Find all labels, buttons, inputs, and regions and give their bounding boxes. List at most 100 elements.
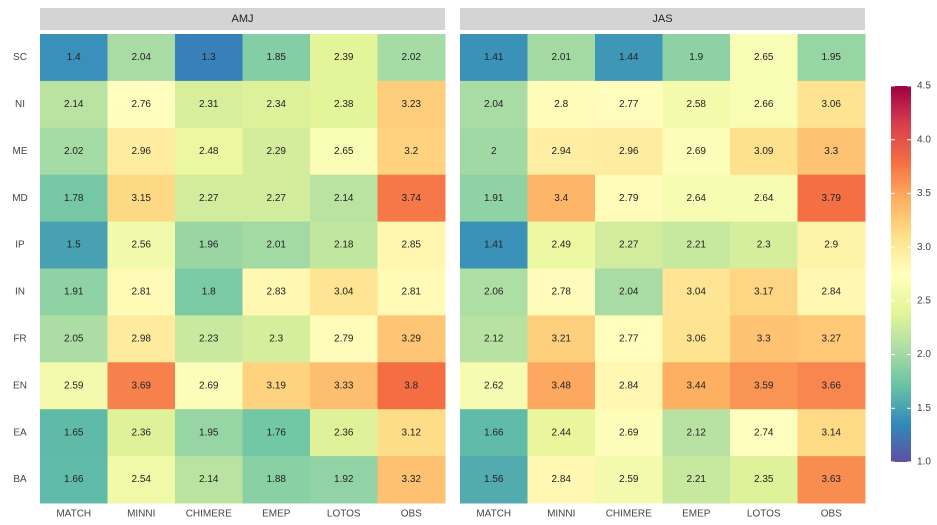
heat-cell	[242, 127, 311, 176]
cell-label: 2	[491, 146, 497, 157]
heat-cell	[730, 409, 798, 457]
heat-cell	[797, 456, 866, 504]
heat-cell	[40, 80, 108, 129]
heat-cell	[175, 456, 243, 504]
heat-cell	[175, 80, 243, 129]
colorbar	[891, 86, 911, 462]
heat-cell	[377, 268, 446, 316]
heat-cell	[242, 34, 311, 82]
cell-label: 3.12	[402, 427, 422, 438]
y-tick-label: BA	[13, 474, 27, 485]
heat-cell	[377, 221, 446, 269]
cell-label: 3.69	[132, 380, 152, 391]
heat-cell	[527, 80, 596, 129]
cell-label: 1.66	[484, 427, 504, 438]
cell-label: 2.54	[132, 474, 152, 485]
heat-cell	[107, 80, 176, 129]
cell-label: 2.14	[199, 474, 219, 485]
cell-label: 2.78	[552, 287, 572, 298]
heat-cell	[40, 362, 108, 410]
heat-cell	[595, 34, 663, 82]
x-tick-label: CHIMERE	[186, 509, 232, 520]
panel-title: AMJ	[232, 13, 254, 25]
cell-label: 2.59	[619, 474, 639, 485]
heat-cell	[730, 315, 798, 363]
heat-cell	[595, 174, 663, 223]
cell-label: 3.3	[824, 146, 838, 157]
y-tick-label: FR	[13, 333, 26, 344]
heat-cell	[527, 127, 596, 176]
cell-label: 1.9	[689, 52, 703, 63]
heat-cell	[107, 268, 176, 316]
y-tick-label: SC	[13, 52, 27, 63]
y-tick-label: EN	[13, 380, 27, 391]
cell-label: 3.32	[402, 474, 422, 485]
heat-cell	[797, 409, 866, 457]
heat-cell	[377, 34, 446, 82]
cell-label: 3.15	[132, 193, 152, 204]
heat-cell	[377, 315, 446, 363]
cell-label: 2.98	[132, 333, 152, 344]
cell-label: 1.88	[267, 474, 287, 485]
heat-cell	[107, 362, 176, 410]
heat-cell	[107, 127, 176, 176]
cell-label: 2.83	[267, 287, 287, 298]
cell-label: 2.14	[334, 193, 354, 204]
cell-label: 3.63	[822, 474, 842, 485]
cell-label: 2.94	[552, 146, 572, 157]
heat-cell	[40, 456, 108, 504]
heat-cell	[595, 80, 663, 129]
heat-cell	[527, 174, 596, 223]
heat-cell	[527, 315, 596, 363]
heat-cell	[460, 127, 528, 176]
x-tick-label: MATCH	[56, 509, 91, 520]
cell-label: 3.48	[552, 380, 572, 391]
cell-label: 2.35	[754, 474, 774, 485]
heat-cell	[730, 221, 798, 269]
cell-label: 3.17	[754, 287, 774, 298]
heat-cell	[40, 268, 108, 316]
heat-cell	[527, 362, 596, 410]
colorbar-tick-label: 3.0	[917, 242, 931, 253]
cell-label: 3.74	[402, 193, 422, 204]
cell-label: 1.95	[199, 427, 219, 438]
heat-cell	[242, 409, 311, 457]
heat-cell	[107, 315, 176, 363]
heat-cell	[242, 80, 311, 129]
colorbar-tick-label: 2.5	[917, 295, 931, 306]
heat-cell	[730, 456, 798, 504]
heat-cell	[242, 456, 311, 504]
cell-label: 3.27	[822, 333, 842, 344]
cell-label: 2.74	[754, 427, 774, 438]
cell-label: 2.01	[267, 240, 287, 251]
cell-label: 1.85	[267, 52, 287, 63]
heat-cell	[730, 34, 798, 82]
cell-label: 1.96	[199, 240, 219, 251]
cell-label: 3.09	[754, 146, 774, 157]
cell-label: 3.8	[404, 380, 418, 391]
cell-label: 2.04	[132, 52, 152, 63]
heat-cell	[730, 268, 798, 316]
cell-label: 1.41	[484, 240, 504, 251]
cell-label: 2.36	[132, 427, 152, 438]
colorbar-tick-label: 1.5	[917, 403, 931, 414]
cell-label: 2.04	[484, 99, 504, 110]
cell-label: 2.81	[132, 287, 152, 298]
cell-label: 2.36	[334, 427, 354, 438]
x-tick-label: LOTOS	[327, 509, 361, 520]
cell-label: 2.14	[64, 99, 84, 110]
heat-cell	[40, 409, 108, 457]
x-tick-label: OBS	[821, 509, 842, 520]
cell-label: 2.69	[619, 427, 639, 438]
y-tick-label: NI	[15, 99, 25, 110]
cell-label: 2.64	[754, 193, 774, 204]
heat-cell	[40, 34, 108, 82]
heat-cell	[310, 221, 378, 269]
cell-label: 2.21	[687, 240, 707, 251]
heat-cell	[797, 315, 866, 363]
heat-cell	[377, 409, 446, 457]
heat-cell	[242, 362, 311, 410]
cell-label: 2.84	[552, 474, 572, 485]
x-tick-label: EMEP	[262, 509, 291, 520]
heat-cell	[730, 127, 798, 176]
